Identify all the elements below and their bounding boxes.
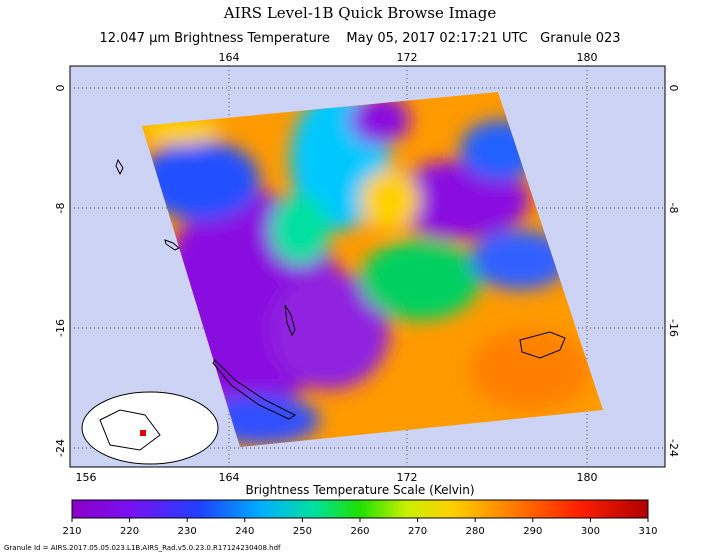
lon-label: 172 — [397, 471, 418, 484]
colorbar-tick-label: 240 — [235, 526, 254, 537]
inset-globe — [81, 391, 219, 465]
coastlines — [115, 158, 566, 420]
lat-label: -24 — [667, 439, 680, 457]
lon-label: 180 — [577, 51, 598, 64]
colorbar-tick-label: 250 — [293, 526, 312, 537]
title: AIRS Level-1B Quick Browse Image — [223, 4, 497, 22]
colorbar-tick-label: 310 — [638, 526, 657, 537]
colorbar-tick-label: 280 — [466, 526, 485, 537]
lat-label: -24 — [54, 439, 67, 457]
colorbar-tick-label: 220 — [120, 526, 139, 537]
colorbar-label: Brightness Temperature Scale (Kelvin) — [245, 483, 474, 497]
colorbar-tick-label: 230 — [178, 526, 197, 537]
lon-labels-bottom: 156 164 172 180 — [76, 471, 598, 484]
lon-label: 164 — [219, 471, 240, 484]
colorbar — [71, 499, 649, 519]
lat-label: -8 — [54, 203, 67, 214]
lat-label: -16 — [54, 319, 67, 337]
lon-label: 172 — [397, 51, 418, 64]
colorbar-tick-label: 270 — [408, 526, 427, 537]
colorbar-tick-label: 260 — [350, 526, 369, 537]
colorbar-tick-label: 300 — [581, 526, 600, 537]
lat-label: -16 — [667, 319, 680, 337]
lat-label: 0 — [54, 85, 67, 92]
colorbar-ticks: 210 220 230 240 250 260 270 280 290 300 310 — [62, 518, 658, 537]
lat-labels: 0 0 -8 -8 -16 -16 -24 -24 — [54, 85, 680, 457]
granule-id: Granule Id = AIRS.2017.05.05.023.L1B.AIR… — [4, 544, 281, 552]
lon-label: 180 — [577, 471, 598, 484]
lon-label: 164 — [219, 51, 240, 64]
lat-label: 0 — [667, 85, 680, 92]
lon-labels-top: 164 172 180 — [219, 51, 598, 64]
colorbar-tick-label: 290 — [523, 526, 542, 537]
subtitle: 12.047 μm Brightness Temperature May 05,… — [99, 31, 620, 46]
colorbar-tick-label: 210 — [62, 526, 81, 537]
lat-label: -8 — [667, 203, 680, 214]
lon-label: 156 — [76, 471, 97, 484]
